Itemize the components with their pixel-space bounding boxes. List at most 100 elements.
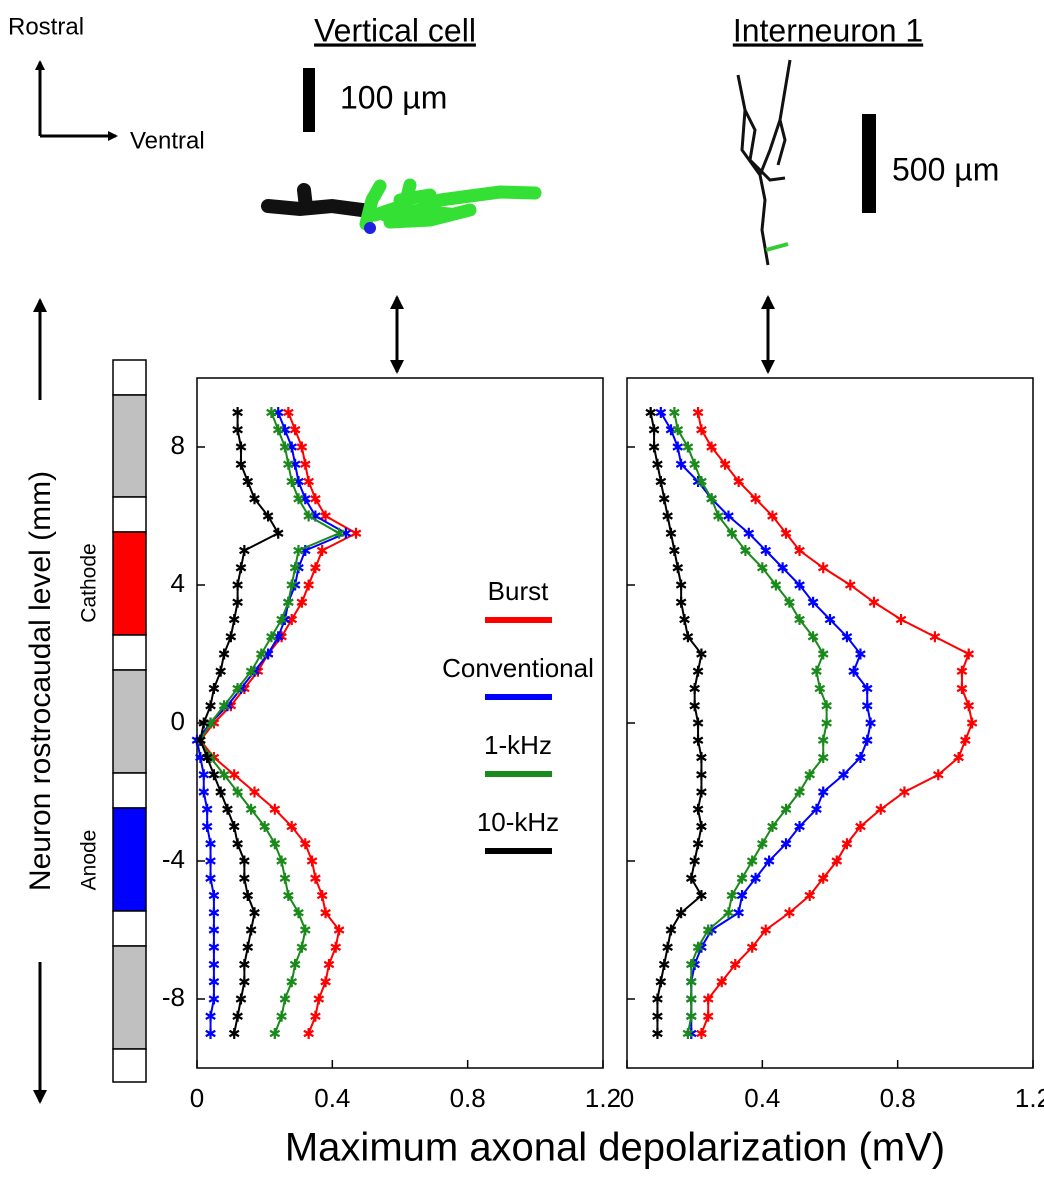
y-tick-label: 4 <box>171 568 185 598</box>
marker <box>232 596 243 608</box>
marker <box>685 1010 697 1022</box>
marker <box>689 683 700 694</box>
marker <box>259 821 270 832</box>
marker <box>746 941 758 953</box>
y-axis-label: Neuron rostrocaudal level (mm) <box>24 471 57 891</box>
marker <box>821 700 832 712</box>
marker <box>215 786 226 798</box>
marker <box>777 562 788 574</box>
marker <box>821 717 832 729</box>
marker <box>232 683 243 694</box>
marker <box>685 993 697 1005</box>
marker <box>242 941 254 953</box>
marker <box>293 476 304 487</box>
marker <box>198 786 210 798</box>
marker <box>875 803 887 815</box>
marker <box>702 993 714 1005</box>
marker <box>672 424 684 436</box>
marker <box>286 579 298 591</box>
marker <box>746 855 758 867</box>
marker <box>817 872 829 884</box>
marker <box>208 890 220 901</box>
marker <box>293 907 304 919</box>
marker <box>831 855 843 867</box>
marker <box>333 924 345 936</box>
marker <box>245 803 257 815</box>
electrode-array <box>112 359 147 1083</box>
marker <box>286 441 298 453</box>
marker <box>255 648 267 660</box>
marker <box>310 872 321 884</box>
marker <box>296 596 308 608</box>
marker <box>235 441 247 453</box>
marker <box>239 855 250 867</box>
marker <box>279 424 291 436</box>
marker <box>757 838 768 850</box>
marker <box>726 527 738 539</box>
marker <box>669 545 680 556</box>
marker <box>269 803 281 815</box>
marker <box>333 527 345 539</box>
marker <box>682 441 694 453</box>
marker <box>932 769 944 781</box>
cathode-label: Cathode <box>78 543 101 622</box>
marker <box>675 458 687 470</box>
marker <box>296 441 308 453</box>
marker <box>838 769 849 781</box>
marker <box>767 821 778 832</box>
marker <box>953 752 964 763</box>
marker <box>350 527 362 539</box>
marker <box>249 493 260 505</box>
series-line <box>199 412 342 1034</box>
marker <box>895 614 907 625</box>
marker <box>283 407 294 418</box>
marker <box>844 579 856 591</box>
series-line <box>195 412 349 1034</box>
marker <box>266 631 277 643</box>
marker <box>662 510 673 522</box>
marker <box>286 476 298 487</box>
marker <box>848 665 859 677</box>
marker <box>279 441 291 453</box>
marker <box>303 510 314 522</box>
marker <box>817 648 829 660</box>
marker <box>696 1028 707 1039</box>
x-tick-label: 1.2 <box>1015 1083 1044 1113</box>
marker <box>696 890 707 901</box>
marker <box>303 1028 314 1039</box>
marker <box>770 579 782 591</box>
marker <box>740 545 751 556</box>
marker <box>228 769 240 781</box>
marker <box>817 562 829 574</box>
marker <box>689 700 700 712</box>
marker <box>266 407 277 418</box>
marker <box>689 855 700 867</box>
marker <box>713 510 724 522</box>
marker <box>692 838 704 850</box>
marker <box>232 424 243 436</box>
marker <box>306 855 318 867</box>
marker <box>868 596 880 608</box>
marker <box>232 407 243 418</box>
marker <box>313 993 325 1005</box>
marker <box>696 648 707 660</box>
marker <box>811 665 822 677</box>
marker <box>208 959 220 970</box>
marker <box>208 683 220 694</box>
marker <box>235 562 247 574</box>
marker <box>685 976 697 988</box>
marker <box>262 510 274 522</box>
marker <box>289 424 301 436</box>
marker <box>696 786 707 798</box>
marker <box>692 941 704 953</box>
marker <box>205 1028 216 1039</box>
scale-label: 500 µm <box>892 151 999 187</box>
marker <box>706 493 717 505</box>
marker <box>655 476 667 487</box>
marker <box>689 458 700 470</box>
marker <box>743 527 755 539</box>
marker <box>685 959 697 970</box>
marker <box>310 493 321 505</box>
marker <box>716 976 728 988</box>
